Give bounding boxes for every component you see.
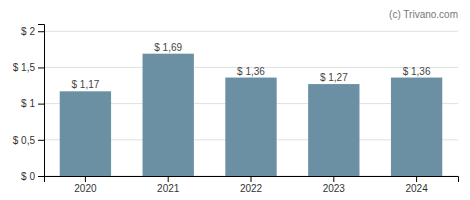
bar bbox=[60, 91, 111, 176]
y-tick-label: $ 0,5 bbox=[13, 135, 36, 146]
y-tick-mark bbox=[38, 67, 44, 68]
y-axis-line bbox=[38, 25, 45, 177]
x-tick-label: 2022 bbox=[240, 183, 263, 194]
x-tick: 2022 bbox=[240, 176, 263, 194]
data-label: $ 1,17 bbox=[71, 79, 99, 90]
data-label: $ 1,36 bbox=[403, 66, 431, 77]
bar bbox=[143, 54, 194, 176]
grid bbox=[44, 31, 458, 176]
bar bbox=[225, 78, 276, 176]
bars bbox=[60, 54, 443, 176]
x-tick: 2020 bbox=[74, 176, 97, 194]
x-tick-label: 2021 bbox=[157, 183, 180, 194]
plot: $ 0 $ 0,5 $ 1 $ 1,5 $ 2 2020 2021 2022 2023 2024 $… bbox=[13, 25, 459, 195]
x-tick-mark bbox=[416, 176, 417, 182]
y-tick: $ 1,5 bbox=[13, 62, 44, 73]
x-tick-label: 2020 bbox=[74, 183, 97, 194]
grid-line bbox=[44, 31, 458, 32]
x-tick-label: 2024 bbox=[405, 183, 428, 194]
data-label: $ 1,36 bbox=[237, 66, 265, 77]
y-tick-label: $ 1 bbox=[21, 98, 35, 109]
y-tick-label: $ 2 bbox=[21, 26, 35, 37]
annotation: (c) Trivano.com bbox=[389, 9, 458, 20]
chart: $ 0 $ 0,5 $ 1 $ 1,5 $ 2 2020 2021 2022 2023 2024 $… bbox=[0, 0, 470, 200]
y-tick-label: $ 0 bbox=[21, 171, 35, 182]
x-axis: 2020 2021 2022 2023 2024 bbox=[45, 176, 459, 194]
bar bbox=[308, 84, 359, 176]
x-tick-label: 2023 bbox=[323, 183, 346, 194]
y-tick: $ 1 bbox=[21, 98, 44, 109]
x-tick-mark bbox=[168, 176, 169, 182]
x-axis-line bbox=[45, 177, 459, 183]
y-axis: $ 0 $ 0,5 $ 1 $ 1,5 $ 2 bbox=[13, 25, 45, 182]
y-tick: $ 0 bbox=[21, 171, 44, 182]
data-labels: $ 1,17 $ 1,69 $ 1,36 $ 1,27 $ 1,36 bbox=[71, 42, 430, 91]
y-tick: $ 0,5 bbox=[13, 135, 44, 146]
data-label: $ 1,27 bbox=[320, 72, 348, 83]
bar bbox=[391, 78, 442, 176]
x-tick-mark bbox=[333, 176, 334, 182]
y-tick: $ 2 bbox=[21, 26, 44, 37]
data-label: $ 1,69 bbox=[154, 42, 182, 53]
x-tick: 2023 bbox=[323, 176, 346, 194]
y-tick-label: $ 1,5 bbox=[13, 62, 36, 73]
x-tick-mark bbox=[251, 176, 252, 182]
x-tick-mark bbox=[85, 176, 86, 182]
y-tick-mark bbox=[38, 31, 44, 32]
y-tick-mark bbox=[38, 140, 44, 141]
y-tick-mark bbox=[38, 104, 44, 105]
x-tick: 2024 bbox=[405, 176, 428, 194]
y-tick-mark bbox=[38, 176, 44, 177]
x-tick: 2021 bbox=[157, 176, 180, 194]
